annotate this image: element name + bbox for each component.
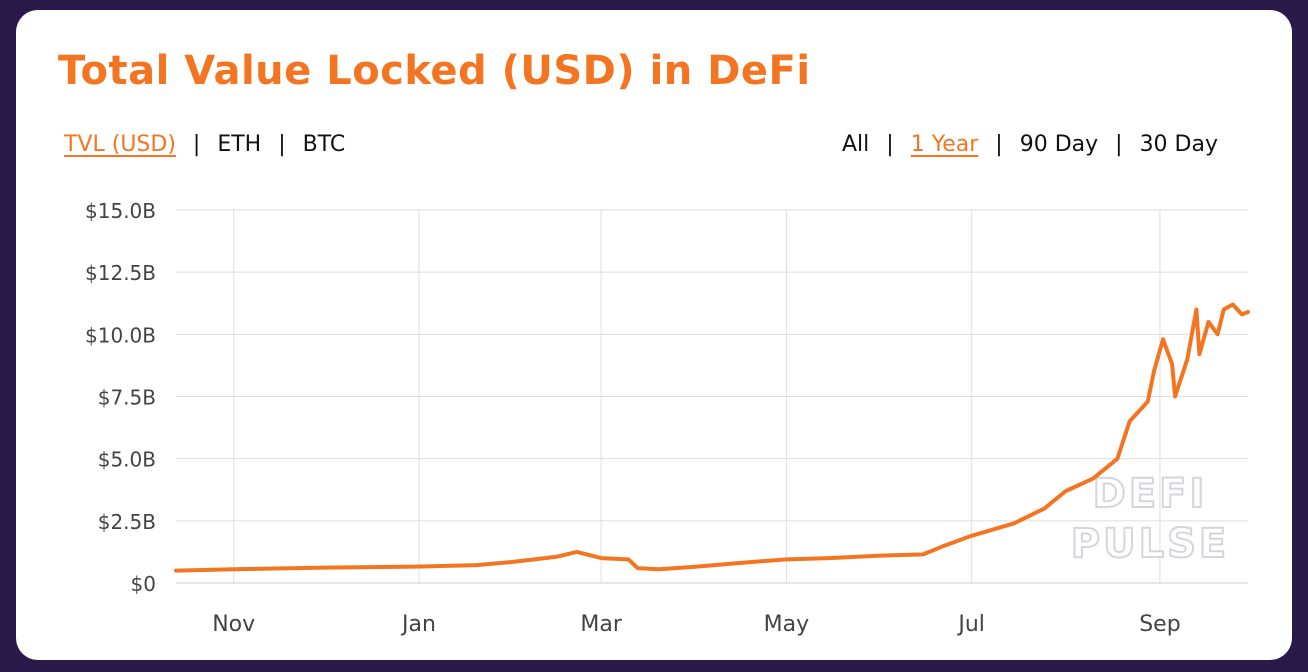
y-tick-label: $7.5B (98, 386, 156, 410)
watermark-text: DEFI (1093, 471, 1208, 517)
x-tick-label: Sep (1139, 612, 1180, 637)
y-tick-label: $15.0B (85, 199, 156, 223)
chart-title: Total Value Locked (USD) in DeFi (58, 48, 811, 94)
metric-option-eth[interactable]: ETH (217, 132, 262, 157)
watermark-text: PULSE (1071, 521, 1229, 567)
separator: | (278, 132, 286, 157)
separator: | (192, 132, 201, 157)
tvl-line-chart: $0 $2.5B $5.0B $7.5B $10.0B $12.5B $15.0B Nov Ja… (85, 199, 1250, 637)
y-tick-label: $10.0B (85, 323, 156, 347)
x-tick-label: May (764, 612, 809, 637)
x-tick-label: Jan (400, 612, 436, 637)
range-option-90-day[interactable]: 90 Day (1019, 132, 1099, 157)
x-tick-label: Mar (580, 612, 622, 637)
metric-option-tvl-usd[interactable]: TVL (USD) (64, 132, 176, 157)
x-tick-label: Nov (212, 612, 255, 637)
separator: | (995, 132, 1003, 157)
tvl-series-line (174, 302, 1250, 573)
x-tick-label: Jul (956, 612, 985, 637)
y-tick-label: $5.0B (98, 448, 156, 472)
separator: | (886, 132, 894, 157)
y-tick-label: $12.5B (85, 261, 156, 285)
range-selector: All | 1 Year | 90 Day | 30 Day (842, 132, 1218, 157)
range-option-30-day[interactable]: 30 Day (1139, 132, 1218, 157)
metric-option-btc[interactable]: BTC (302, 132, 346, 157)
y-tick-label: $0 (131, 572, 156, 596)
separator: | (1115, 132, 1123, 157)
range-option-1-year[interactable]: 1 Year (910, 132, 979, 157)
y-tick-label: $2.5B (98, 510, 156, 534)
range-option-all[interactable]: All (842, 132, 870, 157)
metric-selector: TVL (USD) | ETH | BTC (64, 132, 345, 157)
chart-card: Total Value Locked (USD) in DeFi TVL (US… (16, 10, 1292, 660)
